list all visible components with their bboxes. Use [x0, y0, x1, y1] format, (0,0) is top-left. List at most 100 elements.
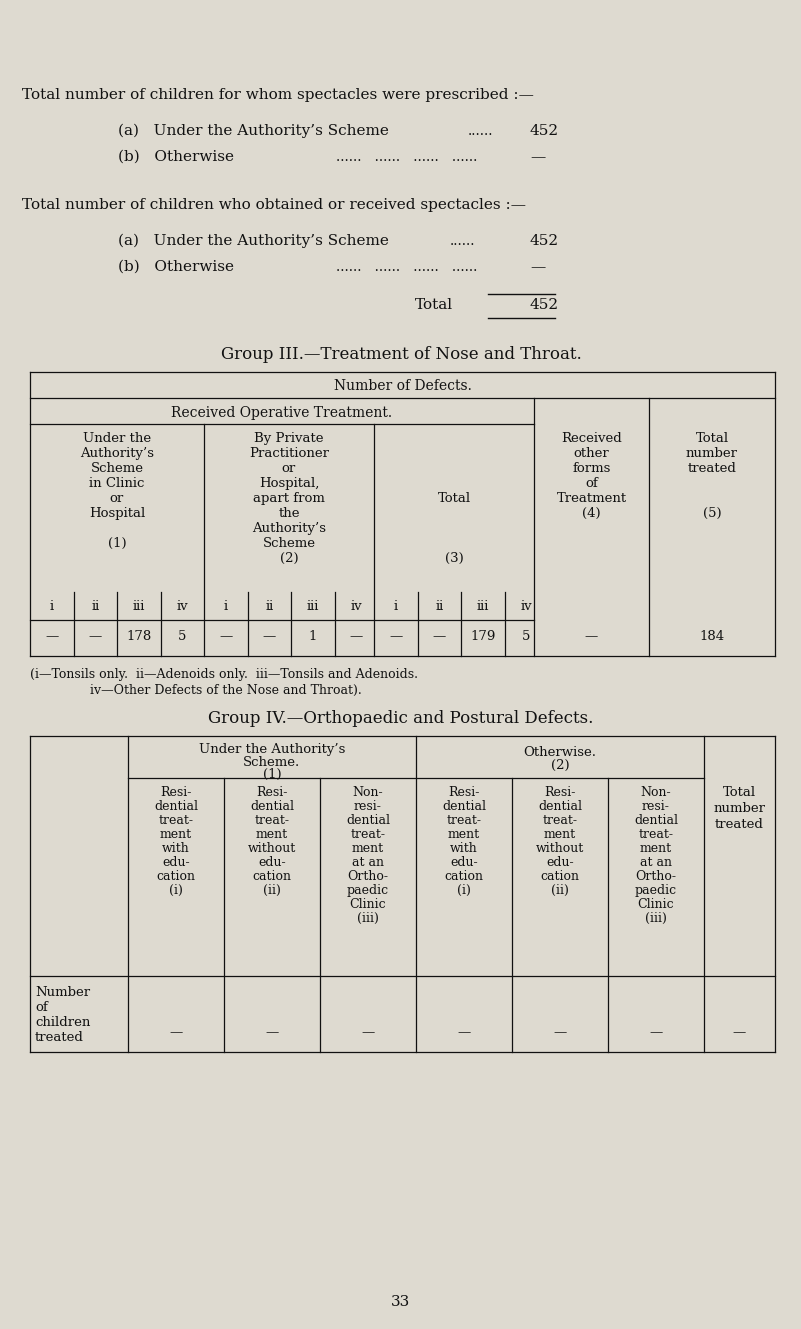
Text: ment: ment — [256, 828, 288, 841]
Text: with: with — [162, 843, 190, 855]
Text: children: children — [35, 1015, 91, 1029]
Text: Ortho-: Ortho- — [348, 870, 388, 882]
Text: Resi-: Resi- — [545, 785, 576, 799]
Text: Total: Total — [695, 432, 729, 445]
Text: cation: cation — [541, 870, 579, 882]
Text: ment: ment — [448, 828, 480, 841]
Text: ii: ii — [91, 599, 99, 613]
Text: treat-: treat- — [542, 813, 578, 827]
Text: (ii): (ii) — [551, 884, 569, 897]
Text: resi-: resi- — [642, 800, 670, 813]
Text: at an: at an — [352, 856, 384, 869]
Text: 178: 178 — [126, 630, 151, 643]
Text: Total: Total — [415, 298, 453, 312]
Text: (3): (3) — [445, 552, 463, 565]
Text: ii: ii — [435, 599, 444, 613]
Text: 452: 452 — [530, 298, 559, 312]
Text: —: — — [169, 1026, 183, 1039]
Text: iv—Other Defects of the Nose and Throat).: iv—Other Defects of the Nose and Throat)… — [90, 684, 362, 696]
Text: Resi-: Resi- — [160, 785, 191, 799]
Text: iii: iii — [132, 599, 145, 613]
Text: (i—Tonsils only.  ii—Adenoids only.  iii—Tonsils and Adenoids.: (i—Tonsils only. ii—Adenoids only. iii—T… — [30, 668, 418, 680]
Text: treat-: treat- — [638, 828, 674, 841]
Text: Non-: Non- — [641, 785, 671, 799]
Text: dential: dential — [538, 800, 582, 813]
Text: i: i — [50, 599, 54, 613]
Text: (a)   Under the Authority’s Scheme: (a) Under the Authority’s Scheme — [118, 234, 388, 249]
Text: (5): (5) — [702, 506, 722, 520]
Text: —: — — [733, 1026, 746, 1039]
Text: number: number — [686, 447, 738, 460]
Text: dential: dential — [346, 813, 390, 827]
Text: cation: cation — [156, 870, 195, 882]
Text: 5: 5 — [522, 630, 530, 643]
Text: ment: ment — [352, 843, 384, 855]
Text: Ortho-: Ortho- — [635, 870, 677, 882]
Text: dential: dential — [154, 800, 198, 813]
Text: ii: ii — [265, 599, 273, 613]
Text: —: — — [265, 1026, 279, 1039]
Text: (1): (1) — [263, 768, 281, 781]
Text: —: — — [263, 630, 276, 643]
Text: Scheme: Scheme — [263, 537, 316, 550]
Text: —: — — [349, 630, 363, 643]
Text: i: i — [223, 599, 227, 613]
Text: dential: dential — [442, 800, 486, 813]
Text: 452: 452 — [530, 234, 559, 249]
Text: cation: cation — [252, 870, 292, 882]
Text: iv: iv — [351, 599, 362, 613]
Text: —: — — [219, 630, 232, 643]
Text: —: — — [650, 1026, 662, 1039]
Text: apart from: apart from — [253, 492, 325, 505]
Text: or: or — [282, 462, 296, 474]
Text: Treatment: Treatment — [557, 492, 626, 505]
Text: 33: 33 — [392, 1294, 411, 1309]
Text: Number: Number — [35, 986, 91, 999]
Text: Number of Defects.: Number of Defects. — [333, 379, 472, 393]
Text: at an: at an — [640, 856, 672, 869]
Text: Group III.—Treatment of Nose and Throat.: Group III.—Treatment of Nose and Throat. — [220, 346, 582, 363]
Text: or: or — [110, 492, 124, 505]
Text: (2): (2) — [551, 759, 570, 772]
Text: of: of — [35, 1001, 48, 1014]
Text: dential: dential — [634, 813, 678, 827]
Text: of: of — [585, 477, 598, 490]
Text: 5: 5 — [178, 630, 187, 643]
Text: Received: Received — [562, 432, 622, 445]
Text: resi-: resi- — [354, 800, 382, 813]
Text: ment: ment — [160, 828, 192, 841]
Text: Received Operative Treatment.: Received Operative Treatment. — [171, 405, 392, 420]
Text: ......: ...... — [468, 124, 493, 138]
Text: treated: treated — [687, 462, 736, 474]
Text: (4): (4) — [582, 506, 601, 520]
Text: the: the — [278, 506, 300, 520]
Text: ment: ment — [640, 843, 672, 855]
Text: ......: ...... — [450, 234, 476, 249]
Text: Clinic: Clinic — [350, 898, 386, 910]
Text: Authority’s: Authority’s — [80, 447, 154, 460]
Text: iii: iii — [307, 599, 319, 613]
Text: Hospital: Hospital — [89, 506, 145, 520]
Text: —: — — [45, 630, 58, 643]
Text: edu-: edu- — [546, 856, 574, 869]
Text: Clinic: Clinic — [638, 898, 674, 910]
Text: (i): (i) — [457, 884, 471, 897]
Text: By Private: By Private — [254, 432, 324, 445]
Text: Authority’s: Authority’s — [252, 522, 326, 536]
Text: (ii): (ii) — [263, 884, 281, 897]
Text: —: — — [361, 1026, 375, 1039]
Text: ment: ment — [544, 828, 576, 841]
Text: cation: cation — [445, 870, 484, 882]
Text: forms: forms — [572, 462, 610, 474]
Text: treated: treated — [715, 819, 764, 831]
Text: Total number of children for whom spectacles were prescribed :—: Total number of children for whom specta… — [22, 88, 534, 102]
Text: number: number — [714, 801, 766, 815]
Text: (b)   Otherwise: (b) Otherwise — [118, 260, 234, 274]
Text: 184: 184 — [699, 630, 725, 643]
Text: Non-: Non- — [352, 785, 384, 799]
Text: Under the: Under the — [83, 432, 151, 445]
Text: treat-: treat- — [255, 813, 289, 827]
Text: iv: iv — [176, 599, 188, 613]
Text: with: with — [450, 843, 478, 855]
Text: treated: treated — [35, 1031, 84, 1045]
